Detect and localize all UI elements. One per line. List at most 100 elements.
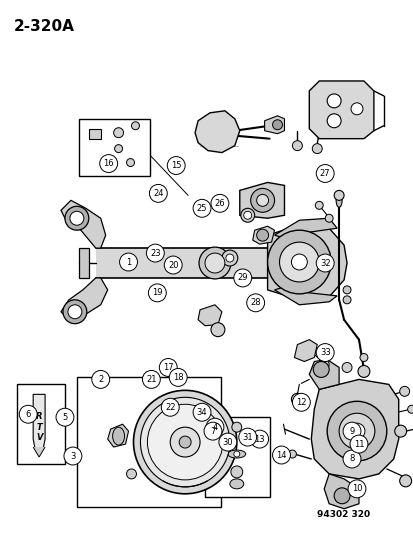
Polygon shape (33, 394, 45, 454)
Circle shape (221, 250, 237, 266)
Text: 22: 22 (165, 403, 175, 412)
Circle shape (142, 370, 160, 389)
Circle shape (211, 195, 228, 212)
Text: 24: 24 (153, 189, 163, 198)
Circle shape (146, 244, 164, 262)
Text: 33: 33 (319, 348, 330, 357)
Circle shape (192, 199, 211, 217)
Circle shape (326, 94, 340, 108)
Text: 12: 12 (295, 398, 306, 407)
Text: 17: 17 (163, 363, 173, 372)
Circle shape (342, 450, 360, 468)
Circle shape (68, 305, 82, 319)
Circle shape (70, 211, 83, 225)
Polygon shape (107, 424, 128, 447)
Circle shape (359, 353, 367, 361)
Circle shape (218, 433, 236, 451)
Circle shape (342, 422, 360, 440)
Bar (17, 384, 65, 464)
Circle shape (140, 397, 229, 487)
Text: 1: 1 (126, 257, 131, 266)
Text: 20: 20 (168, 261, 178, 270)
Circle shape (148, 284, 166, 302)
Circle shape (348, 423, 364, 439)
Circle shape (399, 386, 408, 397)
Text: 15: 15 (171, 161, 181, 170)
Text: 11: 11 (353, 440, 363, 449)
Circle shape (325, 214, 332, 222)
Text: 28: 28 (250, 298, 260, 308)
Circle shape (126, 158, 134, 166)
Text: 10: 10 (351, 484, 361, 494)
Circle shape (199, 247, 230, 279)
Circle shape (167, 157, 185, 174)
Circle shape (256, 229, 268, 241)
Text: 25: 25 (196, 204, 207, 213)
Circle shape (333, 488, 349, 504)
Circle shape (272, 120, 282, 130)
Text: 4: 4 (212, 423, 217, 432)
Circle shape (250, 430, 268, 448)
Text: 18: 18 (173, 373, 183, 382)
Ellipse shape (335, 193, 341, 207)
Text: 8: 8 (349, 455, 354, 464)
Circle shape (238, 428, 256, 446)
Circle shape (288, 450, 296, 458)
Circle shape (161, 398, 179, 416)
Polygon shape (197, 305, 221, 326)
Text: 7: 7 (210, 426, 215, 435)
Circle shape (231, 422, 241, 432)
Circle shape (113, 128, 123, 138)
Circle shape (179, 436, 191, 448)
Circle shape (357, 366, 369, 377)
Bar (78, 119, 150, 176)
Polygon shape (195, 111, 239, 152)
Circle shape (311, 144, 321, 154)
Circle shape (64, 447, 82, 465)
Text: 23: 23 (150, 248, 160, 257)
Ellipse shape (112, 427, 124, 445)
Ellipse shape (229, 479, 243, 489)
Circle shape (267, 230, 330, 294)
Circle shape (243, 211, 251, 219)
Circle shape (204, 253, 224, 273)
Circle shape (342, 296, 350, 304)
Circle shape (341, 362, 351, 373)
Polygon shape (95, 248, 267, 278)
Circle shape (240, 208, 254, 222)
Circle shape (63, 300, 87, 324)
Circle shape (394, 425, 406, 437)
Text: 21: 21 (146, 375, 156, 384)
Circle shape (225, 254, 233, 262)
Bar (77, 377, 221, 507)
Circle shape (65, 206, 88, 230)
Circle shape (250, 188, 274, 212)
Text: 32: 32 (319, 259, 330, 268)
Circle shape (350, 103, 362, 115)
Text: R
T
V: R T V (36, 412, 42, 442)
Circle shape (333, 190, 343, 200)
Circle shape (313, 361, 328, 377)
Text: 16: 16 (103, 159, 114, 168)
Polygon shape (61, 200, 105, 248)
Polygon shape (61, 278, 107, 322)
Circle shape (279, 242, 318, 282)
Circle shape (159, 359, 177, 376)
Circle shape (318, 360, 328, 369)
Bar (204, 417, 269, 497)
Text: 29: 29 (237, 273, 247, 282)
Circle shape (399, 475, 411, 487)
Polygon shape (267, 225, 346, 300)
Circle shape (133, 390, 236, 494)
Circle shape (233, 451, 239, 457)
Text: 31: 31 (242, 433, 252, 442)
Text: 6: 6 (26, 410, 31, 419)
Polygon shape (309, 360, 338, 389)
Circle shape (272, 446, 290, 464)
Circle shape (349, 435, 367, 453)
Circle shape (338, 413, 374, 449)
Text: 14: 14 (275, 450, 286, 459)
Polygon shape (311, 379, 398, 479)
Polygon shape (274, 287, 336, 305)
Circle shape (192, 403, 211, 421)
